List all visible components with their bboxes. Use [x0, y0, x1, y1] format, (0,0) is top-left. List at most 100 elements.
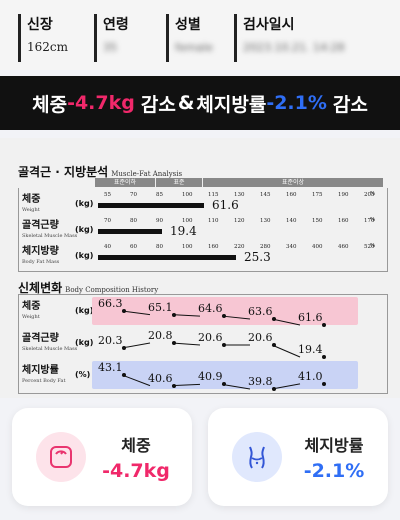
weight-card: 체중 -4.7kg: [12, 408, 192, 506]
history-value: 66.3: [98, 297, 123, 310]
muscle-fat-subtitle: Muscle-Fat Analysis: [111, 170, 183, 178]
muscle-fat-row: 체지방량 Body Fat Mass (kg) % 25.3 40 60 80 100…: [0, 242, 400, 268]
result-banner: 체중 -4.7kg 감소 & 체지방률 -2.1% 감소: [0, 76, 400, 130]
history-point: [322, 323, 326, 327]
row-unit: (kg): [75, 225, 94, 234]
row-value: 25.3: [244, 250, 271, 264]
history-value: 61.6: [298, 311, 323, 324]
trend-segment: [121, 374, 151, 387]
gender-value: female: [175, 41, 213, 54]
history-point: [172, 312, 176, 317]
row-bar: [98, 255, 236, 260]
banner-ampersand: &: [177, 92, 195, 114]
history-point: [122, 346, 126, 350]
banner-weight-word: 체중: [32, 93, 68, 116]
tick-suffix: %: [370, 191, 376, 197]
history-row: 체지방률 Percent Body Fat (%) 43.1 40.6 40.9 39…: [0, 360, 400, 391]
trend-segment: [171, 314, 201, 317]
weight-card-value: -4.7kg: [102, 460, 170, 482]
age-label: 연령: [103, 17, 129, 33]
range-normal: 표준: [156, 178, 203, 187]
trend-segment: [271, 383, 301, 390]
row-label: 골격근량: [22, 220, 59, 231]
tick-label: 85: [156, 192, 163, 198]
history-row: 체중 Weight (kg) 66.3 65.1 64.6 63.6 61.6: [0, 296, 400, 327]
tick-label: 90: [156, 218, 163, 224]
tick-label: 60: [130, 244, 137, 250]
banner-decrease-2: 감소: [332, 93, 368, 116]
history-point: [122, 373, 126, 377]
trend-segment: [271, 318, 301, 326]
fat-card-icon-bg: [232, 432, 282, 482]
history-point: [172, 341, 176, 345]
profile-header: 신장 162cm 연령 35 성별 female 검사일시 2023.10.21…: [0, 0, 400, 70]
date-label: 검사일시: [243, 17, 295, 33]
history-point: [322, 381, 326, 386]
history-point: [322, 355, 326, 359]
height-label: 신장: [27, 17, 53, 33]
height-value: 162cm: [27, 40, 69, 54]
history-title-text: 신체변화: [18, 281, 63, 295]
history-point: [272, 343, 276, 347]
waist-icon: [249, 446, 265, 469]
row-unit: (%): [75, 370, 91, 379]
history-row: 골격근량 Skeletal Muscle Mass (kg) 20.3 20.8 2…: [0, 328, 400, 359]
row-sublabel: Body Fat Mass: [22, 259, 60, 265]
history-value: 20.6: [248, 331, 273, 344]
trend-segment: [221, 315, 251, 320]
fat-card-title: 체지방률: [304, 436, 364, 455]
tick-label: 400: [312, 244, 323, 250]
row-unit: (kg): [75, 251, 94, 260]
tick-label: 55: [104, 192, 111, 198]
tick-label: 70: [104, 218, 111, 224]
row-sublabel: Skeletal Muscle Mass: [22, 233, 78, 239]
muscle-fat-table: [18, 188, 388, 272]
gender-label: 성별: [175, 17, 201, 33]
age-value: 35: [103, 41, 117, 54]
row-unit: (kg): [75, 306, 94, 315]
history-point: [272, 387, 276, 391]
tick-label: 160: [338, 218, 349, 224]
inbody-result-sheet: 골격근 · 지방분석 Muscle-Fat Analysis 표준이하 표준 표준…: [0, 138, 400, 398]
tick-label: 115: [208, 192, 219, 198]
tick-label: 340: [286, 244, 297, 250]
row-label: 체중: [22, 194, 41, 205]
tick-label: 145: [260, 192, 271, 198]
muscle-fat-title-text: 골격근 · 지방분석: [18, 165, 109, 179]
history-value: 20.3: [98, 334, 123, 347]
weight-card-icon-bg: [36, 432, 86, 482]
tick-label: 160: [286, 192, 297, 198]
trend-segment: [121, 310, 151, 316]
history-value: 43.1: [98, 361, 123, 374]
history-point: [222, 314, 226, 319]
tick-label: 40: [104, 244, 111, 250]
muscle-fat-title: 골격근 · 지방분석 Muscle-Fat Analysis: [18, 163, 182, 180]
tick-label: 120: [234, 218, 245, 224]
muscle-fat-row: 체중 Weight (kg) % 61.6 55 70 85 100 115 130 145…: [0, 190, 400, 216]
history-point: [122, 309, 126, 313]
trend-segment: [171, 383, 201, 387]
tick-label: 520: [364, 244, 375, 250]
scale-icon: [50, 446, 72, 468]
tick-suffix: %: [370, 217, 376, 223]
history-trend-line: [121, 342, 301, 358]
tick-label: 170: [364, 218, 375, 224]
row-unit: (kg): [75, 199, 94, 208]
tick-label: 80: [130, 218, 137, 224]
history-title: 신체변화 Body Composition History: [18, 279, 158, 296]
tick-label: 280: [260, 244, 271, 250]
row-label: 체지방률: [22, 365, 59, 376]
history-value: 41.0: [298, 369, 323, 383]
height-field: 신장 162cm: [18, 14, 87, 62]
tick-label: 205: [364, 192, 375, 198]
range-above: 표준이상: [281, 179, 305, 186]
history-value: 40.9: [198, 370, 223, 384]
history-highlight: [92, 297, 358, 325]
tick-label: 220: [234, 244, 245, 250]
muscle-fat-row: 골격근량 Skeletal Muscle Mass (kg) % 19.4 70…: [0, 216, 400, 242]
history-point: [172, 383, 176, 388]
history-table: [18, 294, 388, 394]
tick-label: 130: [234, 192, 245, 198]
tick-label: 110: [208, 218, 219, 224]
tick-label: 70: [130, 192, 137, 198]
